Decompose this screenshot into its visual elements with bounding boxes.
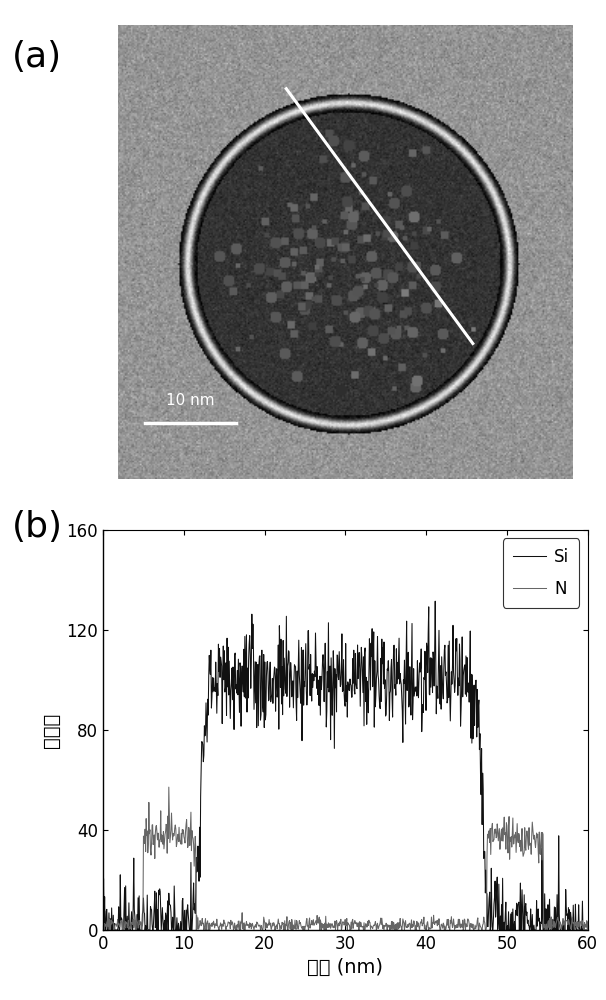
- N: [99, 924, 107, 936]
- N: [518, 823, 525, 835]
- Si: [152, 917, 159, 929]
- N: [152, 821, 159, 833]
- Si: [99, 924, 107, 936]
- Y-axis label: 计数率: 计数率: [42, 712, 61, 748]
- Si: [518, 884, 525, 896]
- X-axis label: 长度 (nm): 长度 (nm): [307, 958, 384, 977]
- N: [307, 919, 315, 931]
- Si: [431, 595, 439, 607]
- Si: [584, 924, 591, 936]
- N: [584, 916, 591, 928]
- Line: Si: Si: [103, 601, 588, 930]
- Text: (b): (b): [12, 510, 63, 544]
- Si: [225, 655, 233, 667]
- Si: [307, 690, 314, 702]
- N: [226, 917, 233, 929]
- Si: [465, 677, 472, 689]
- Si: [445, 691, 452, 703]
- Line: N: N: [103, 787, 588, 930]
- Legend: Si, N: Si, N: [503, 538, 579, 608]
- N: [165, 781, 173, 793]
- N: [465, 914, 472, 926]
- Text: (a): (a): [12, 40, 62, 74]
- N: [445, 922, 452, 934]
- Text: 10 nm: 10 nm: [167, 393, 215, 408]
